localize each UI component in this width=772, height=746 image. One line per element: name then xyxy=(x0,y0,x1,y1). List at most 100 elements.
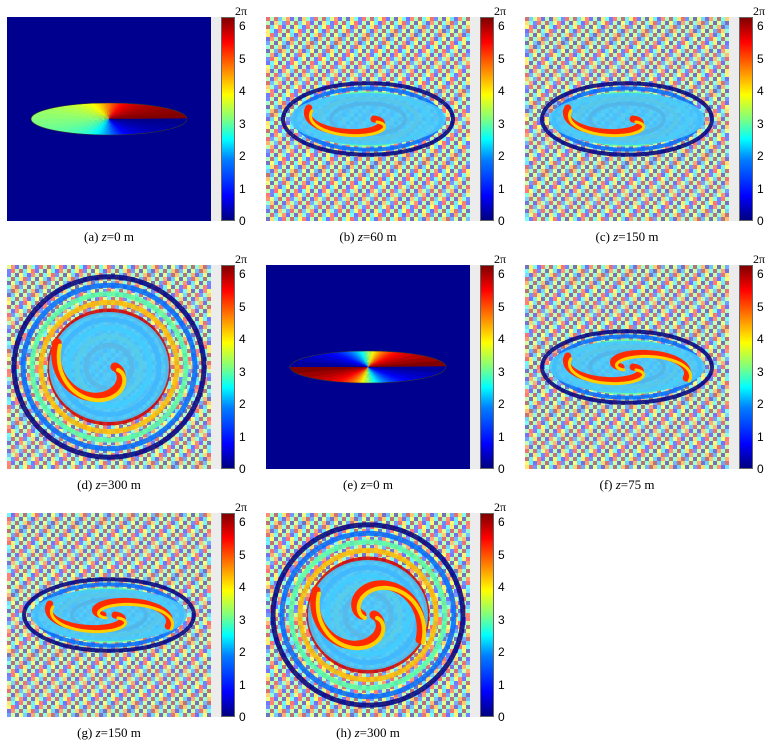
colorbar-gap xyxy=(211,513,221,717)
colorbar-max-label: 2π xyxy=(753,252,766,266)
phase-map-h xyxy=(266,513,470,717)
panel-c-colorbar: 2π 6 5 4 3 2 1 0 xyxy=(739,5,765,227)
colorbar-tick-label: 0 xyxy=(757,462,764,476)
colorbar-tick-label: 2 xyxy=(239,397,246,412)
colorbar-tick-label: 5 xyxy=(239,299,246,314)
colorbar-tick-label: 3 xyxy=(757,364,764,379)
panel-e-colorbar: 2π 6 5 4 3 2 1 0 xyxy=(480,253,506,475)
caption-prefix: (b) xyxy=(339,229,358,244)
colorbar-tick-label: 2 xyxy=(498,149,505,164)
colorbar-tick-label: 3 xyxy=(239,364,246,379)
panel-h-image xyxy=(266,513,470,717)
caption-value: =300 m xyxy=(359,725,400,740)
colorbar-max-label: 2π xyxy=(235,4,248,18)
caption-prefix: (d) xyxy=(77,477,96,492)
colorbar-tick-label: 6 xyxy=(498,19,505,34)
colorbar-tick-label: 4 xyxy=(757,84,764,99)
colorbar-tick-label: 4 xyxy=(239,84,246,99)
caption-variable: z xyxy=(360,477,366,492)
caption-value: =0 m xyxy=(365,477,393,492)
colorbar-tick-label: 0 xyxy=(757,214,764,228)
panel-d-image xyxy=(7,265,211,469)
phase-map-d xyxy=(7,265,211,469)
panel-f-image xyxy=(525,265,729,469)
caption-value: =150 m xyxy=(618,229,659,244)
colorbar-gap xyxy=(729,265,739,469)
colorbar-tick-label: 0 xyxy=(498,462,505,476)
colorbar-tick-label: 3 xyxy=(498,364,505,379)
colorbar-max-label: 2π xyxy=(494,500,507,514)
colorbar-tick-label: 0 xyxy=(239,462,246,476)
colorbar-tick-label: 5 xyxy=(239,51,246,66)
phase-map-f xyxy=(525,265,729,469)
colorbar-tick-label: 1 xyxy=(239,677,246,692)
colorbar-max-label: 2π xyxy=(753,4,766,18)
caption-variable: z xyxy=(615,477,621,492)
caption-value: =0 m xyxy=(106,229,134,244)
panel-b-caption: (b) z=60 m xyxy=(248,229,488,245)
beam-core xyxy=(49,312,169,422)
colorbar-tick-label: 0 xyxy=(239,214,246,228)
spiral-arms xyxy=(44,597,175,634)
colorbar-tick-label: 5 xyxy=(498,299,505,314)
panel-b-colorbar: 2π 6 5 4 3 2 1 0 xyxy=(480,5,506,227)
spiral-arms xyxy=(562,104,645,138)
colorbar-max-label: 2π xyxy=(235,500,248,514)
colorbar-tick-label: 1 xyxy=(757,429,764,444)
panel-a-caption: (a) z=0 m xyxy=(0,229,229,245)
caption-value: =150 m xyxy=(100,725,141,740)
colorbar-tick-label: 5 xyxy=(757,51,764,66)
spiral-arms xyxy=(310,580,427,651)
panel-g-image xyxy=(7,513,211,717)
panel-a-image xyxy=(7,17,211,221)
caption-prefix: (e) xyxy=(343,477,361,492)
colorbar-gradient xyxy=(480,513,494,717)
panel-f-colorbar: 2π 6 5 4 3 2 1 0 xyxy=(739,253,765,475)
colorbar-tick-label: 2 xyxy=(239,645,246,660)
colorbar-max-label: 2π xyxy=(494,252,507,266)
panel-a-colorbar: 2π 6 5 4 3 2 1 0 xyxy=(221,5,247,227)
colorbar-tick-label: 1 xyxy=(239,429,246,444)
colorbar-tick-label: 3 xyxy=(239,612,246,627)
caption-prefix: (g) xyxy=(77,725,96,740)
colorbar-gap xyxy=(211,265,221,469)
phase-map-c xyxy=(525,17,729,221)
caption-variable: z xyxy=(613,229,619,244)
panel-d-colorbar: 2π 6 5 4 3 2 1 0 xyxy=(221,253,247,475)
caption-value: =300 m xyxy=(100,477,141,492)
beam-core xyxy=(308,560,428,670)
colorbar-tick-label: 0 xyxy=(498,710,505,724)
panel-c-image xyxy=(525,17,729,221)
colorbar-tick-label: 1 xyxy=(498,677,505,692)
colorbar-tick-label: 6 xyxy=(498,267,505,282)
colorbar-tick-label: 5 xyxy=(239,547,246,562)
panel-c-caption: (c) z=150 m xyxy=(507,229,747,245)
colorbar-tick-label: 2 xyxy=(498,645,505,660)
colorbar-gap xyxy=(470,17,480,221)
colorbar-max-label: 2π xyxy=(494,4,507,18)
colorbar-gradient xyxy=(221,513,235,717)
spiral-arms xyxy=(562,349,693,386)
colorbar-gap xyxy=(211,17,221,221)
colorbar-tick-label: 6 xyxy=(239,19,246,34)
colorbar-tick-label: 2 xyxy=(239,149,246,164)
colorbar-tick-label: 1 xyxy=(239,181,246,196)
caption-value: =75 m xyxy=(620,477,655,492)
colorbar-gradient xyxy=(739,17,753,221)
panel-b-image xyxy=(266,17,470,221)
panel-h-caption: (h) z=300 m xyxy=(248,725,488,741)
spiral-arms xyxy=(51,338,127,403)
panel-f-caption: (f) z=75 m xyxy=(507,477,747,493)
colorbar-gap xyxy=(729,17,739,221)
colorbar-gradient xyxy=(480,265,494,469)
colorbar-tick-label: 5 xyxy=(498,547,505,562)
colorbar-gradient xyxy=(221,17,235,221)
colorbar-tick-label: 6 xyxy=(757,19,764,34)
colorbar-max-label: 2π xyxy=(235,252,248,266)
colorbar-tick-label: 4 xyxy=(498,332,505,347)
colorbar-gap xyxy=(470,513,480,717)
panel-g-caption: (g) z=150 m xyxy=(0,725,229,741)
panel-h-colorbar: 2π 6 5 4 3 2 1 0 xyxy=(480,501,506,723)
colorbar-gap xyxy=(470,265,480,469)
colorbar-tick-label: 0 xyxy=(498,214,505,228)
